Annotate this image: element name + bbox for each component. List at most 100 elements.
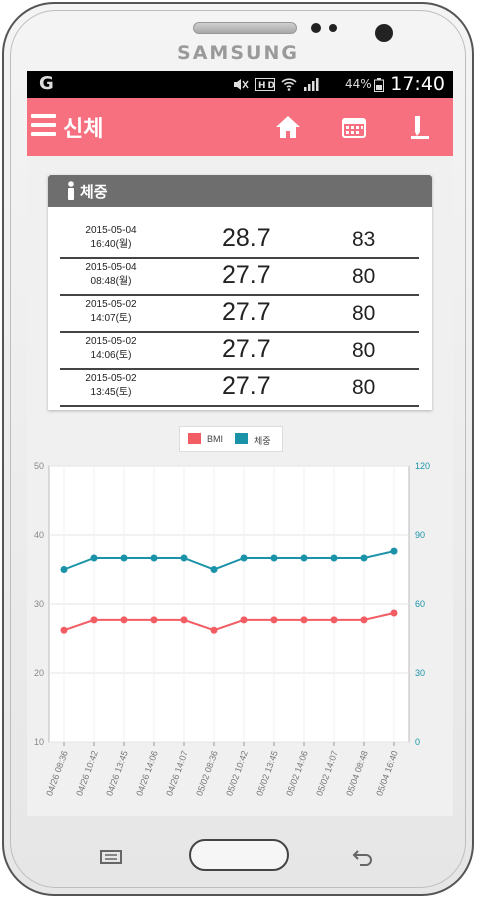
menu-icon[interactable] — [31, 114, 56, 139]
record-bmi: 27.7 — [222, 372, 271, 400]
x-tick-label: 04/26 14:06 — [134, 749, 160, 797]
data-point — [90, 616, 98, 624]
proximity-sensor — [311, 23, 321, 33]
earpiece-speaker — [193, 22, 297, 34]
data-point — [150, 554, 158, 562]
record-datetime: 2015-05-02 14:06(토) — [60, 335, 162, 363]
data-point — [270, 616, 278, 624]
data-point — [120, 616, 128, 624]
record-datetime: 2015-05-02 14:07(토) — [60, 298, 162, 326]
line-chart: 10 20 30 40 50 0 30 60 90 120 04/26 08:36 04/26 10:… — [34, 461, 430, 797]
data-point — [120, 554, 128, 562]
record-date: 2015-05-04 — [85, 225, 137, 236]
carrier-icon: G — [39, 73, 54, 94]
menu-key-icon[interactable] — [100, 850, 122, 864]
data-point — [360, 554, 368, 562]
y-left-tick-label: 50 — [34, 461, 44, 471]
x-tick-label: 05/02 14:07 — [314, 749, 340, 797]
card-header: 체중 — [48, 175, 432, 207]
record-time: 14:07(토) — [90, 313, 132, 324]
data-point — [270, 554, 278, 562]
record-date: 2015-05-02 — [85, 373, 137, 384]
record-time: 08:48(월) — [90, 276, 132, 287]
data-point — [300, 554, 308, 562]
card-title: 체중 — [80, 183, 108, 201]
y-left-tick-label: 20 — [34, 668, 44, 678]
record-bmi: 28.7 — [222, 224, 271, 252]
list-item[interactable]: 2015-05-04 16:40(월) 28.7 83 — [60, 221, 419, 259]
battery-icon — [373, 77, 384, 92]
x-tick-label: 05/02 13:45 — [254, 749, 280, 797]
chart-area: 10 20 30 40 50 0 30 60 90 120 04/26 08:36 04/26 10:… — [27, 456, 453, 816]
x-tick-label: 05/02 08:36 — [194, 749, 220, 797]
y-right-tick-label: 90 — [415, 530, 425, 540]
record-time: 13:45(토) — [90, 387, 132, 398]
phone-bezel — [10, 10, 466, 888]
record-date: 2015-05-04 — [85, 262, 137, 273]
app-bar: 신체 — [27, 98, 453, 156]
y-left-tick-label: 10 — [34, 737, 44, 747]
series-line-1 — [63, 550, 395, 571]
data-point — [150, 616, 158, 624]
brand-logo: SAMSUNG — [177, 42, 299, 64]
data-point — [330, 616, 338, 624]
x-tick-label: 04/26 10:42 — [74, 749, 100, 797]
list-item[interactable]: 2015-05-02 13:45(토) 27.7 80 — [60, 369, 419, 407]
data-point — [360, 616, 368, 624]
data-point — [390, 609, 398, 617]
clock: 17:40 — [390, 73, 445, 95]
light-sensor — [329, 24, 337, 32]
record-bmi: 27.7 — [222, 335, 271, 363]
svg-text:HD: HD — [258, 81, 275, 91]
front-camera — [375, 24, 393, 42]
status-icons: HD — [233, 77, 319, 92]
record-datetime: 2015-05-04 08:48(월) — [60, 261, 162, 289]
x-tick-label: 05/02 10:42 — [224, 749, 250, 797]
data-point — [60, 626, 68, 634]
data-point — [180, 616, 188, 624]
screen: G HD 44% 17:40 신체 체중 2015-05-04 16:40(월) … — [27, 71, 453, 816]
record-time: 14:06(토) — [90, 350, 132, 361]
record-datetime: 2015-05-02 13:45(토) — [60, 372, 162, 400]
list-item[interactable]: 2015-05-02 14:07(토) 27.7 80 — [60, 295, 419, 333]
record-weight: 83 — [352, 228, 376, 251]
page-title: 신체 — [63, 117, 104, 142]
data-point — [210, 626, 218, 634]
record-time: 16:40(월) — [90, 239, 132, 250]
signal-icon — [304, 78, 319, 91]
legend-swatch-bmi — [188, 433, 201, 444]
x-tick-label: 04/26 13:45 — [104, 749, 130, 797]
home-icon[interactable] — [273, 112, 303, 142]
person-icon — [68, 181, 74, 200]
data-point — [60, 566, 68, 573]
record-weight: 80 — [352, 339, 376, 362]
data-point — [180, 554, 188, 562]
record-date: 2015-05-02 — [85, 336, 137, 347]
record-weight: 80 — [352, 265, 376, 288]
list-item[interactable]: 2015-05-04 08:48(월) 27.7 80 — [60, 258, 419, 296]
calendar-icon[interactable] — [339, 112, 369, 142]
battery-level: 44% — [345, 77, 384, 92]
data-point — [210, 566, 218, 573]
mute-icon — [234, 79, 249, 90]
pen-icon[interactable] — [405, 112, 435, 142]
series-line-0 — [63, 611, 395, 632]
wifi-icon — [281, 78, 297, 91]
legend-swatch-weight — [235, 433, 248, 444]
legend-label-bmi: BMI — [207, 434, 224, 444]
y-right-tick-label: 60 — [415, 599, 425, 609]
record-datetime: 2015-05-04 16:40(월) — [60, 224, 162, 252]
y-right-tick-label: 30 — [415, 668, 425, 678]
x-tick-label: 05/02 14:06 — [284, 749, 310, 797]
back-key-icon[interactable] — [352, 848, 374, 866]
soft-keys — [0, 836, 478, 876]
chart-legend: BMI 체중 — [179, 426, 283, 452]
home-key[interactable] — [189, 839, 289, 871]
y-left-tick-label: 40 — [34, 530, 44, 540]
list-item[interactable]: 2015-05-02 14:06(토) 27.7 80 — [60, 332, 419, 370]
data-point — [240, 554, 248, 562]
data-point — [390, 547, 398, 555]
legend-label-weight: 체중 — [254, 436, 271, 446]
x-tick-label: 04/26 14:07 — [164, 749, 190, 797]
data-point — [90, 554, 98, 562]
